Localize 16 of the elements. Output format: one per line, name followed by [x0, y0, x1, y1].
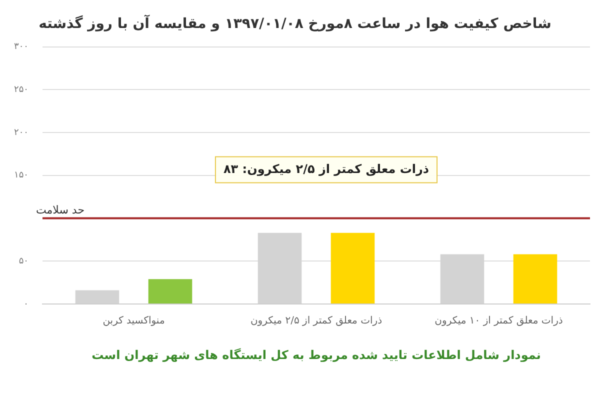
- annotation: ذرات معلق کمتر از ۲/۵ میکرون: ۸۳: [223, 162, 430, 176]
- y-tick-label: ۵۰: [18, 256, 28, 266]
- bar: [148, 279, 192, 304]
- bar: [513, 254, 558, 304]
- y-tick-label: ۲۰۰: [14, 128, 28, 138]
- y-tick-label: ۳۰۰: [14, 42, 28, 52]
- y-tick-label: ۲۵۰: [14, 85, 28, 96]
- y-tick-label: ۱۵۰: [14, 170, 28, 181]
- ref-line-label: حد سلامت: [36, 204, 84, 217]
- x-tick-label: ذرات معلق کمتر از ۲/۵ میکرون: [250, 316, 382, 327]
- text: نمودار شامل اطلاعات تایید شده مربوط به کل ایستگاه های شهر تهران است: [92, 348, 541, 362]
- x-tick-label: ذرات معلق کمتر از ۱۰ میکرون: [434, 316, 563, 327]
- y-tick-label: ۰: [24, 299, 28, 310]
- x-tick-label: منواکسید کربن: [102, 316, 165, 327]
- chart-title: شاخص کیفیت هوا در ساعت ۸مورخ ۱۳۹۷/۰۱/۰۸ و مقایسه آن با روز گذشته: [38, 14, 552, 32]
- bar: [330, 232, 375, 304]
